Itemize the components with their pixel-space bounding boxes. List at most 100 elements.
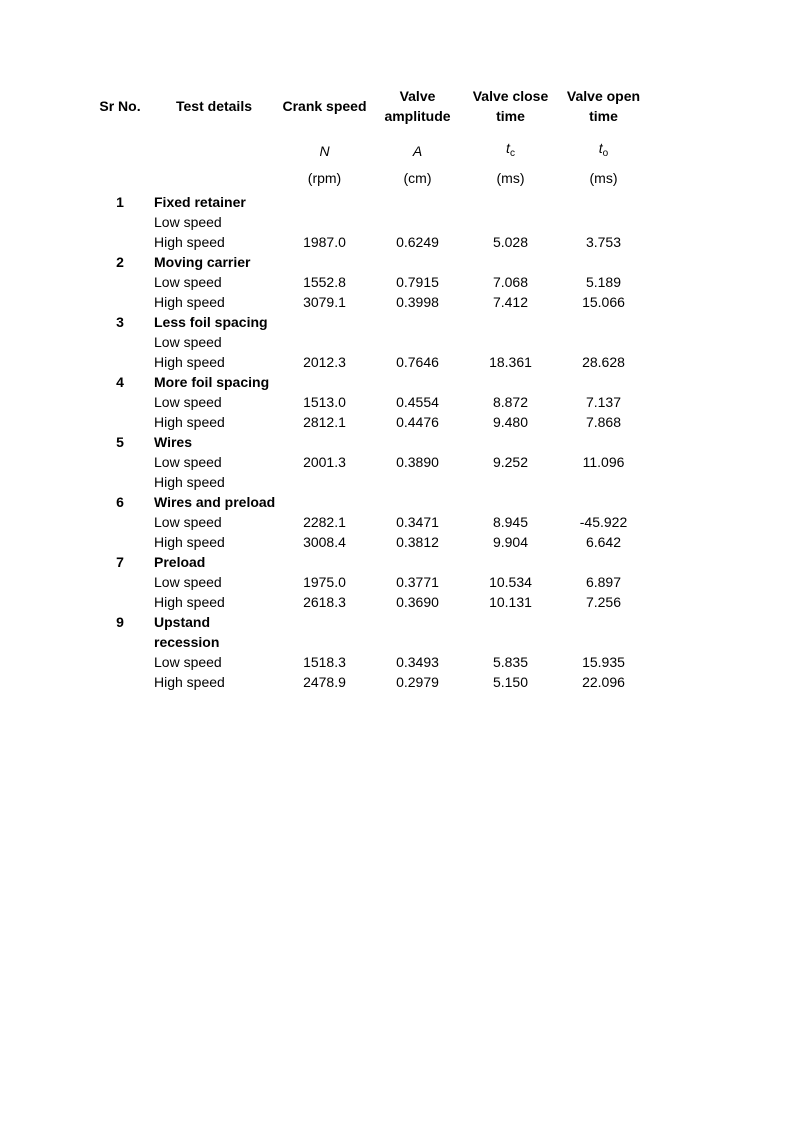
col-close: Valve close time [464, 86, 557, 130]
unit-ms2: (ms) [557, 164, 650, 192]
val-to: 15.935 [557, 652, 650, 672]
val-tc: 10.131 [464, 592, 557, 612]
val-tc [464, 472, 557, 492]
col-amp: Valve amplitude [371, 86, 464, 130]
sr-cell: 6 [90, 492, 150, 512]
val-n: 2012.3 [278, 352, 371, 372]
row-label: High speed [150, 672, 278, 692]
sym-n: N [278, 130, 371, 164]
section-name: Upstand recession [150, 612, 278, 652]
val-to: 3.753 [557, 232, 650, 252]
val-tc [464, 332, 557, 352]
val-to [557, 332, 650, 352]
val-to: 7.137 [557, 392, 650, 412]
section-name: Less foil spacing [150, 312, 278, 332]
val-tc: 5.150 [464, 672, 557, 692]
high-speed-row: High speed [90, 472, 650, 492]
val-tc: 8.872 [464, 392, 557, 412]
val-tc: 7.068 [464, 272, 557, 292]
val-a: 0.6249 [371, 232, 464, 252]
sr-cell: 2 [90, 252, 150, 272]
val-tc: 9.480 [464, 412, 557, 432]
results-table: Sr No. Test details Crank speed Valve am… [90, 86, 650, 692]
low-speed-row: Low speed1513.00.45548.8727.137 [90, 392, 650, 412]
val-n: 2282.1 [278, 512, 371, 532]
val-n [278, 212, 371, 232]
val-n: 1518.3 [278, 652, 371, 672]
val-a: 0.4476 [371, 412, 464, 432]
section-row: 7Preload [90, 552, 650, 572]
val-to [557, 472, 650, 492]
unit-ms1: (ms) [464, 164, 557, 192]
section-row: 5Wires [90, 432, 650, 452]
val-a: 0.2979 [371, 672, 464, 692]
val-n: 3079.1 [278, 292, 371, 312]
high-speed-row: High speed2012.30.764618.36128.628 [90, 352, 650, 372]
row-label: Low speed [150, 512, 278, 532]
val-a: 0.4554 [371, 392, 464, 412]
val-tc: 8.945 [464, 512, 557, 532]
section-name: Wires and preload [150, 492, 278, 512]
val-to: 15.066 [557, 292, 650, 312]
row-label: High speed [150, 232, 278, 252]
row-label: High speed [150, 352, 278, 372]
low-speed-row: Low speed2001.30.38909.25211.096 [90, 452, 650, 472]
val-tc [464, 212, 557, 232]
val-n: 2812.1 [278, 412, 371, 432]
val-n: 2001.3 [278, 452, 371, 472]
unit-row: (rpm) (cm) (ms) (ms) [90, 164, 650, 192]
val-tc: 7.412 [464, 292, 557, 312]
section-name: Wires [150, 432, 278, 452]
low-speed-row: Low speed1975.00.377110.5346.897 [90, 572, 650, 592]
val-a: 0.3690 [371, 592, 464, 612]
section-row: 9Upstand recession [90, 612, 650, 652]
high-speed-row: High speed3008.40.38129.9046.642 [90, 532, 650, 552]
row-label: Low speed [150, 652, 278, 672]
val-n [278, 332, 371, 352]
val-tc: 5.835 [464, 652, 557, 672]
high-speed-row: High speed2618.30.369010.1317.256 [90, 592, 650, 612]
row-label: High speed [150, 592, 278, 612]
val-to: -45.922 [557, 512, 650, 532]
high-speed-row: High speed3079.10.39987.41215.066 [90, 292, 650, 312]
unit-cm: (cm) [371, 164, 464, 192]
sr-cell: 9 [90, 612, 150, 652]
val-n: 3008.4 [278, 532, 371, 552]
sym-tc: tc [464, 130, 557, 164]
section-name: More foil spacing [150, 372, 278, 392]
val-to [557, 212, 650, 232]
val-a [371, 332, 464, 352]
val-to: 7.868 [557, 412, 650, 432]
val-n: 1513.0 [278, 392, 371, 412]
section-row: 4More foil spacing [90, 372, 650, 392]
val-n: 1975.0 [278, 572, 371, 592]
low-speed-row: Low speed [90, 212, 650, 232]
val-a: 0.7915 [371, 272, 464, 292]
section-name: Fixed retainer [150, 192, 278, 212]
row-label: Low speed [150, 392, 278, 412]
val-a: 0.3771 [371, 572, 464, 592]
row-label: High speed [150, 412, 278, 432]
row-label: Low speed [150, 452, 278, 472]
val-to: 7.256 [557, 592, 650, 612]
val-to: 6.897 [557, 572, 650, 592]
sr-cell: 4 [90, 372, 150, 392]
val-n: 2478.9 [278, 672, 371, 692]
section-name: Preload [150, 552, 278, 572]
row-label: Low speed [150, 332, 278, 352]
val-tc: 9.252 [464, 452, 557, 472]
sr-cell: 1 [90, 192, 150, 212]
val-tc: 18.361 [464, 352, 557, 372]
sym-to: to [557, 130, 650, 164]
table-body: 1Fixed retainerLow speedHigh speed1987.0… [90, 192, 650, 692]
val-n: 1987.0 [278, 232, 371, 252]
low-speed-row: Low speed1518.30.34935.83515.935 [90, 652, 650, 672]
section-row: 6Wires and preload [90, 492, 650, 512]
val-a: 0.3471 [371, 512, 464, 532]
val-to: 5.189 [557, 272, 650, 292]
symbol-row: N A tc to [90, 130, 650, 164]
val-n: 1552.8 [278, 272, 371, 292]
val-n [278, 472, 371, 492]
val-to: 11.096 [557, 452, 650, 472]
row-label: Low speed [150, 212, 278, 232]
